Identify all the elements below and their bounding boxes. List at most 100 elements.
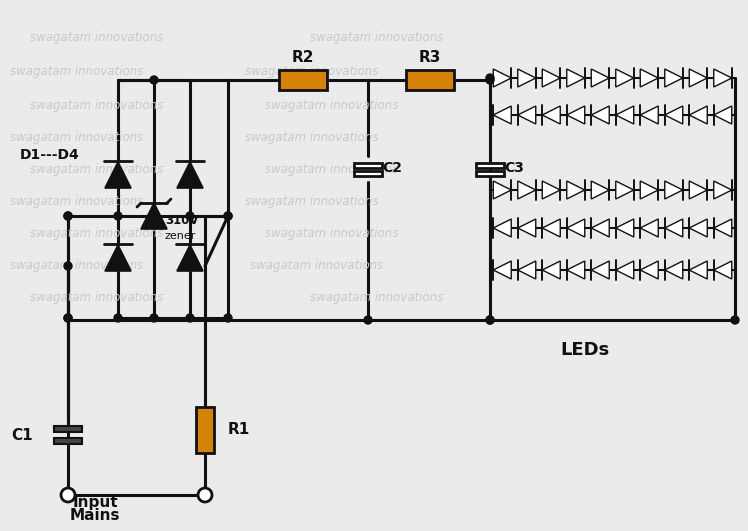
Polygon shape: [665, 261, 683, 279]
Circle shape: [486, 316, 494, 324]
Polygon shape: [640, 181, 658, 199]
Text: swagatam innovations: swagatam innovations: [10, 65, 144, 79]
Circle shape: [731, 316, 739, 324]
Polygon shape: [591, 181, 610, 199]
Polygon shape: [518, 181, 536, 199]
Circle shape: [198, 488, 212, 502]
Polygon shape: [640, 261, 658, 279]
Polygon shape: [177, 245, 203, 271]
Polygon shape: [616, 261, 634, 279]
Polygon shape: [591, 69, 610, 87]
Text: swagatam innovations: swagatam innovations: [10, 260, 144, 272]
Circle shape: [114, 212, 122, 220]
Polygon shape: [141, 203, 167, 229]
Polygon shape: [616, 106, 634, 124]
Polygon shape: [616, 69, 634, 87]
Polygon shape: [591, 106, 610, 124]
Text: swagatam innovations: swagatam innovations: [310, 292, 444, 304]
Text: swagatam innovations: swagatam innovations: [245, 195, 378, 209]
Text: swagatam innovations: swagatam innovations: [265, 227, 399, 241]
Polygon shape: [714, 261, 732, 279]
Bar: [196, 407, 214, 453]
Polygon shape: [542, 261, 560, 279]
Text: swagatam innovations: swagatam innovations: [245, 132, 378, 144]
Text: swagatam innovations: swagatam innovations: [30, 99, 163, 113]
Polygon shape: [542, 219, 560, 237]
Polygon shape: [518, 69, 536, 87]
Text: swagatam innovations: swagatam innovations: [30, 31, 163, 45]
Text: C3: C3: [504, 161, 524, 175]
Bar: [406, 70, 454, 90]
Circle shape: [224, 212, 232, 220]
Text: R2: R2: [292, 50, 314, 65]
Text: zener: zener: [165, 231, 197, 241]
Polygon shape: [493, 261, 511, 279]
Circle shape: [64, 212, 72, 220]
Circle shape: [224, 212, 232, 220]
Text: swagatam innovations: swagatam innovations: [265, 164, 399, 176]
Polygon shape: [714, 181, 732, 199]
Polygon shape: [640, 69, 658, 87]
Polygon shape: [714, 69, 732, 87]
Bar: [279, 70, 327, 90]
Text: swagatam innovations: swagatam innovations: [10, 195, 144, 209]
Bar: [54, 426, 82, 432]
Polygon shape: [616, 181, 634, 199]
Polygon shape: [665, 106, 683, 124]
Text: swagatam innovations: swagatam innovations: [310, 31, 444, 45]
Circle shape: [64, 314, 72, 322]
Text: LEDs: LEDs: [560, 341, 610, 359]
Circle shape: [224, 314, 232, 322]
Polygon shape: [665, 181, 683, 199]
Text: swagatam innovations: swagatam innovations: [30, 164, 163, 176]
Circle shape: [364, 316, 372, 324]
Bar: [354, 171, 382, 176]
Circle shape: [150, 314, 158, 322]
Bar: [54, 438, 82, 444]
Polygon shape: [493, 181, 511, 199]
Circle shape: [64, 314, 72, 322]
Polygon shape: [542, 181, 560, 199]
Polygon shape: [591, 219, 610, 237]
Polygon shape: [689, 219, 708, 237]
Polygon shape: [665, 69, 683, 87]
Text: C1: C1: [11, 427, 33, 442]
Text: C2: C2: [382, 161, 402, 175]
Polygon shape: [177, 162, 203, 188]
Circle shape: [64, 212, 72, 220]
Text: R1: R1: [228, 423, 251, 438]
Circle shape: [186, 212, 194, 220]
Polygon shape: [591, 261, 610, 279]
Polygon shape: [105, 162, 131, 188]
Circle shape: [486, 74, 494, 82]
Polygon shape: [542, 106, 560, 124]
Polygon shape: [542, 69, 560, 87]
Polygon shape: [493, 219, 511, 237]
Polygon shape: [714, 106, 732, 124]
Text: swagatam innovations: swagatam innovations: [250, 260, 384, 272]
Polygon shape: [616, 219, 634, 237]
Polygon shape: [640, 106, 658, 124]
Circle shape: [486, 316, 494, 324]
Circle shape: [486, 76, 494, 84]
Polygon shape: [689, 261, 708, 279]
Polygon shape: [567, 219, 585, 237]
Polygon shape: [567, 261, 585, 279]
Polygon shape: [714, 219, 732, 237]
Text: 310V: 310V: [165, 215, 198, 227]
Circle shape: [114, 314, 122, 322]
Polygon shape: [518, 106, 536, 124]
Polygon shape: [567, 106, 585, 124]
Circle shape: [64, 262, 72, 270]
Bar: [354, 163, 382, 168]
Polygon shape: [567, 69, 585, 87]
Bar: [476, 171, 504, 176]
Polygon shape: [689, 69, 708, 87]
Text: swagatam innovations: swagatam innovations: [30, 227, 163, 241]
Polygon shape: [493, 106, 511, 124]
Circle shape: [150, 76, 158, 84]
Text: D1---D4: D1---D4: [20, 148, 80, 162]
Polygon shape: [518, 219, 536, 237]
Polygon shape: [640, 219, 658, 237]
Polygon shape: [567, 181, 585, 199]
